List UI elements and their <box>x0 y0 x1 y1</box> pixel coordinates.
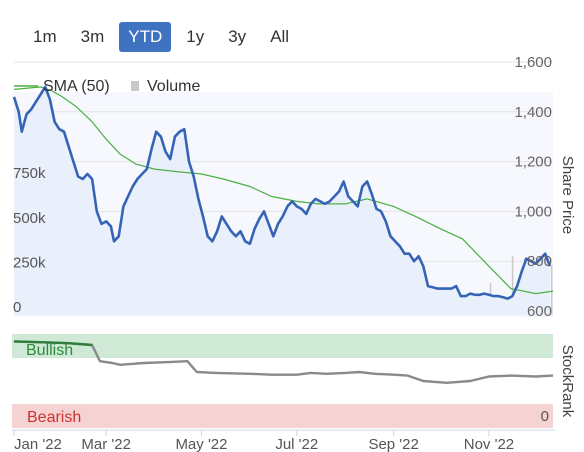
bearish-label: Bearish <box>27 409 81 426</box>
range-button-1y[interactable]: 1y <box>177 22 213 52</box>
stockrank-bullish-segment <box>13 340 93 347</box>
price-tick-label: 600 <box>527 303 552 320</box>
x-tick-label: May '22 <box>175 436 227 452</box>
price-axis-ticks: 1,600 1,400 1,200 1,000 800 600 <box>514 54 552 320</box>
bearish-band <box>12 404 553 428</box>
volume-bar <box>551 265 553 315</box>
stockrank-line <box>13 340 554 384</box>
price-area <box>14 86 550 316</box>
price-tick-label: 1,000 <box>514 203 552 220</box>
price-tick-label: 1,600 <box>514 54 552 71</box>
legend: SMA (50) Volume <box>14 78 200 95</box>
share-price-axis-label: Share Price <box>559 156 576 234</box>
stockrank-axis-label: StockRank <box>559 345 576 418</box>
x-tick-label: Sep '22 <box>368 436 418 452</box>
volume-tick-label: 250k <box>13 254 46 271</box>
bullish-band <box>12 334 553 358</box>
volume-axis-ticks: 750k 500k 250k 0 <box>13 165 46 316</box>
price-line <box>12 85 552 300</box>
x-tick-label: Jan '22 <box>14 436 62 452</box>
x-axis-ticks: Jan '22 Mar '22 May '22 Jul '22 Sep '22 Nov '… <box>13 430 514 452</box>
bullish-label: Bullish <box>26 342 73 359</box>
price-tick-label: 1,400 <box>514 104 552 121</box>
x-tick-label: Mar '22 <box>81 436 131 452</box>
x-tick-label: Jul '22 <box>275 436 318 452</box>
price-tick-label: 800 <box>527 253 552 270</box>
sma-line <box>13 86 554 295</box>
volume-tick-label: 0 <box>13 299 21 316</box>
legend-sma-label: SMA (50) <box>43 78 110 95</box>
x-tick-label: Nov '22 <box>464 436 514 452</box>
range-button-3m[interactable]: 3m <box>72 22 114 52</box>
range-button-ytd[interactable]: YTD <box>119 22 172 52</box>
range-button-3y[interactable]: 3y <box>219 22 255 52</box>
price-tick-label: 1,200 <box>514 154 552 171</box>
volume-tick-label: 500k <box>13 210 46 227</box>
legend-volume-label: Volume <box>147 78 200 95</box>
volume-bar <box>511 256 514 315</box>
stockrank-zero-tick: 0 <box>541 408 549 425</box>
volume-tick-label: 750k <box>13 165 46 182</box>
legend-volume-marker <box>131 81 139 91</box>
range-selector: 1m 3m YTD 1y 3y All <box>24 22 298 52</box>
range-button-all[interactable]: All <box>261 22 298 52</box>
range-button-1m[interactable]: 1m <box>24 22 66 52</box>
